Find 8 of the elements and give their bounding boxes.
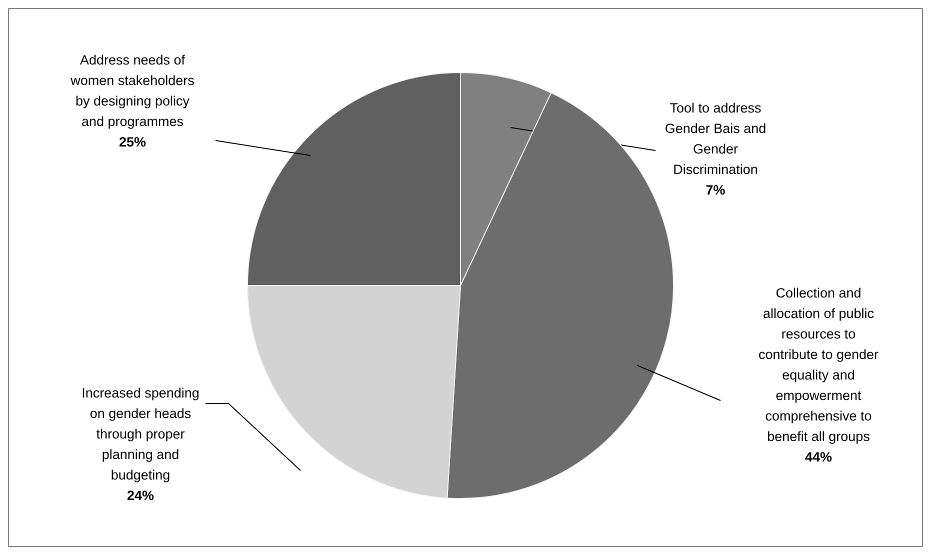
data-label: 44% <box>804 450 832 464</box>
data-label: 24% <box>126 488 154 503</box>
slice-label: Tool to address Gender Bais and Gender Discrimination <box>664 100 766 177</box>
slice-label: Increased spending on gender heads through proper planning and budgeting <box>82 386 200 482</box>
data-label: 7% <box>706 182 726 198</box>
slice-label: Address needs of women stakeholders by designing policy and programmes <box>70 52 195 129</box>
data-label: 25% <box>118 134 146 150</box>
slice-label: Collection and allocation of public resources to contribute to gender equality and empowerment comprehensive to benefit all groups <box>758 286 880 444</box>
